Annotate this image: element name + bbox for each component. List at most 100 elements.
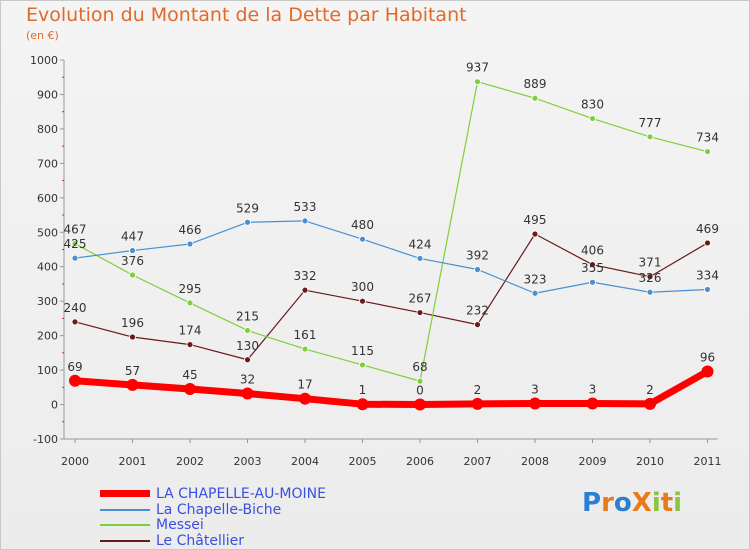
data-point	[531, 289, 539, 297]
legend-swatch	[100, 524, 150, 526]
data-label: 889	[524, 77, 547, 91]
logo-letter: o	[613, 488, 632, 518]
data-point	[244, 356, 251, 364]
logo-letter: i	[673, 488, 683, 518]
data-point	[416, 255, 424, 262]
y-tick-label: 0	[51, 399, 58, 412]
data-point	[646, 133, 654, 141]
data-point	[359, 297, 366, 305]
data-label: 495	[524, 213, 547, 227]
data-label: 734	[696, 131, 719, 145]
data-label: 425	[64, 237, 87, 251]
data-label: 232	[466, 304, 489, 318]
data-labels-layer: 2401961741303323002672324954063714694673…	[64, 61, 719, 398]
data-point	[301, 345, 309, 353]
data-point	[531, 94, 539, 102]
data-point	[129, 333, 136, 341]
data-label: 447	[121, 230, 144, 244]
data-label: 96	[700, 350, 715, 364]
chart-axes: -100 0 100 200 300 400 500 600 700 800 900 1000 2000…	[30, 54, 722, 468]
data-point	[586, 397, 599, 410]
data-point	[186, 240, 194, 248]
data-label: 69	[67, 360, 82, 374]
data-label: 0	[416, 384, 424, 398]
data-point	[356, 398, 369, 411]
series-line	[71, 367, 711, 409]
x-tick-label: 2009	[579, 455, 607, 468]
data-point	[71, 318, 79, 326]
x-tick-label: 2005	[349, 455, 377, 468]
data-label: 130	[236, 339, 259, 353]
data-point	[129, 271, 136, 279]
y-tick-label: 100	[37, 364, 58, 377]
data-label: 267	[409, 292, 432, 306]
data-label: 424	[409, 237, 432, 251]
y-tick-label: 500	[37, 226, 58, 239]
data-point	[589, 278, 596, 286]
data-point	[359, 235, 366, 243]
data-point	[474, 78, 481, 86]
data-label: 174	[179, 324, 202, 338]
legend-label: Le Châtellier	[156, 532, 244, 549]
y-tick-label: -100	[33, 433, 58, 446]
y-tick-label: 300	[37, 295, 58, 308]
data-label: 115	[351, 344, 374, 358]
y-tick-label: 600	[37, 192, 58, 205]
logo-letter: r	[601, 488, 614, 518]
data-point	[244, 327, 251, 334]
x-tick-label: 2011	[694, 455, 722, 468]
data-label: 529	[236, 201, 259, 215]
data-point	[589, 261, 596, 269]
data-point	[416, 377, 424, 385]
series-line	[74, 81, 709, 382]
chart-unit: (en €)	[26, 29, 59, 42]
y-tick-label: 800	[37, 123, 58, 136]
y-tick-label: 700	[37, 157, 58, 170]
x-tick-label: 2007	[464, 455, 492, 468]
data-point	[71, 254, 79, 262]
data-label: 196	[121, 316, 144, 330]
data-point	[186, 341, 194, 348]
x-tick-label: 2003	[234, 455, 262, 468]
data-label: 937	[466, 61, 489, 75]
data-point	[301, 217, 309, 225]
data-label: 480	[351, 218, 374, 232]
data-point	[129, 247, 136, 254]
logo-letter: i	[651, 488, 661, 518]
data-point	[646, 273, 654, 281]
data-point	[701, 365, 714, 378]
legend-swatch	[100, 508, 150, 511]
data-point	[471, 397, 484, 410]
data-point	[589, 115, 596, 122]
data-point	[71, 240, 79, 248]
data-label: 1	[359, 383, 367, 397]
data-point	[529, 397, 541, 410]
data-label: 777	[639, 116, 662, 130]
chart-title: Evolution du Montant de la Dette par Hab…	[26, 4, 467, 26]
y-tick-label: 1000	[30, 54, 58, 67]
series-line	[74, 220, 709, 294]
data-label: 295	[179, 282, 202, 296]
data-label: 332	[294, 269, 317, 283]
data-point	[414, 398, 426, 411]
data-label: 334	[696, 268, 719, 282]
series-layer	[69, 78, 714, 411]
data-point	[186, 299, 194, 307]
data-point	[359, 361, 366, 369]
x-tick-label: 2010	[636, 455, 664, 468]
data-label: 406	[581, 244, 604, 258]
data-label: 466	[179, 223, 202, 237]
data-point	[241, 387, 254, 400]
data-label: 376	[121, 254, 144, 268]
data-point	[531, 230, 539, 238]
x-tick-label: 2000	[61, 455, 89, 468]
data-label: 2	[646, 383, 654, 397]
x-tick-label: 2006	[406, 455, 434, 468]
legend-swatch	[100, 490, 150, 497]
data-label: 161	[294, 328, 317, 342]
data-label: 355	[581, 261, 604, 275]
proxiti-logo: ProXiti	[582, 488, 682, 518]
data-label: 3	[531, 383, 539, 397]
